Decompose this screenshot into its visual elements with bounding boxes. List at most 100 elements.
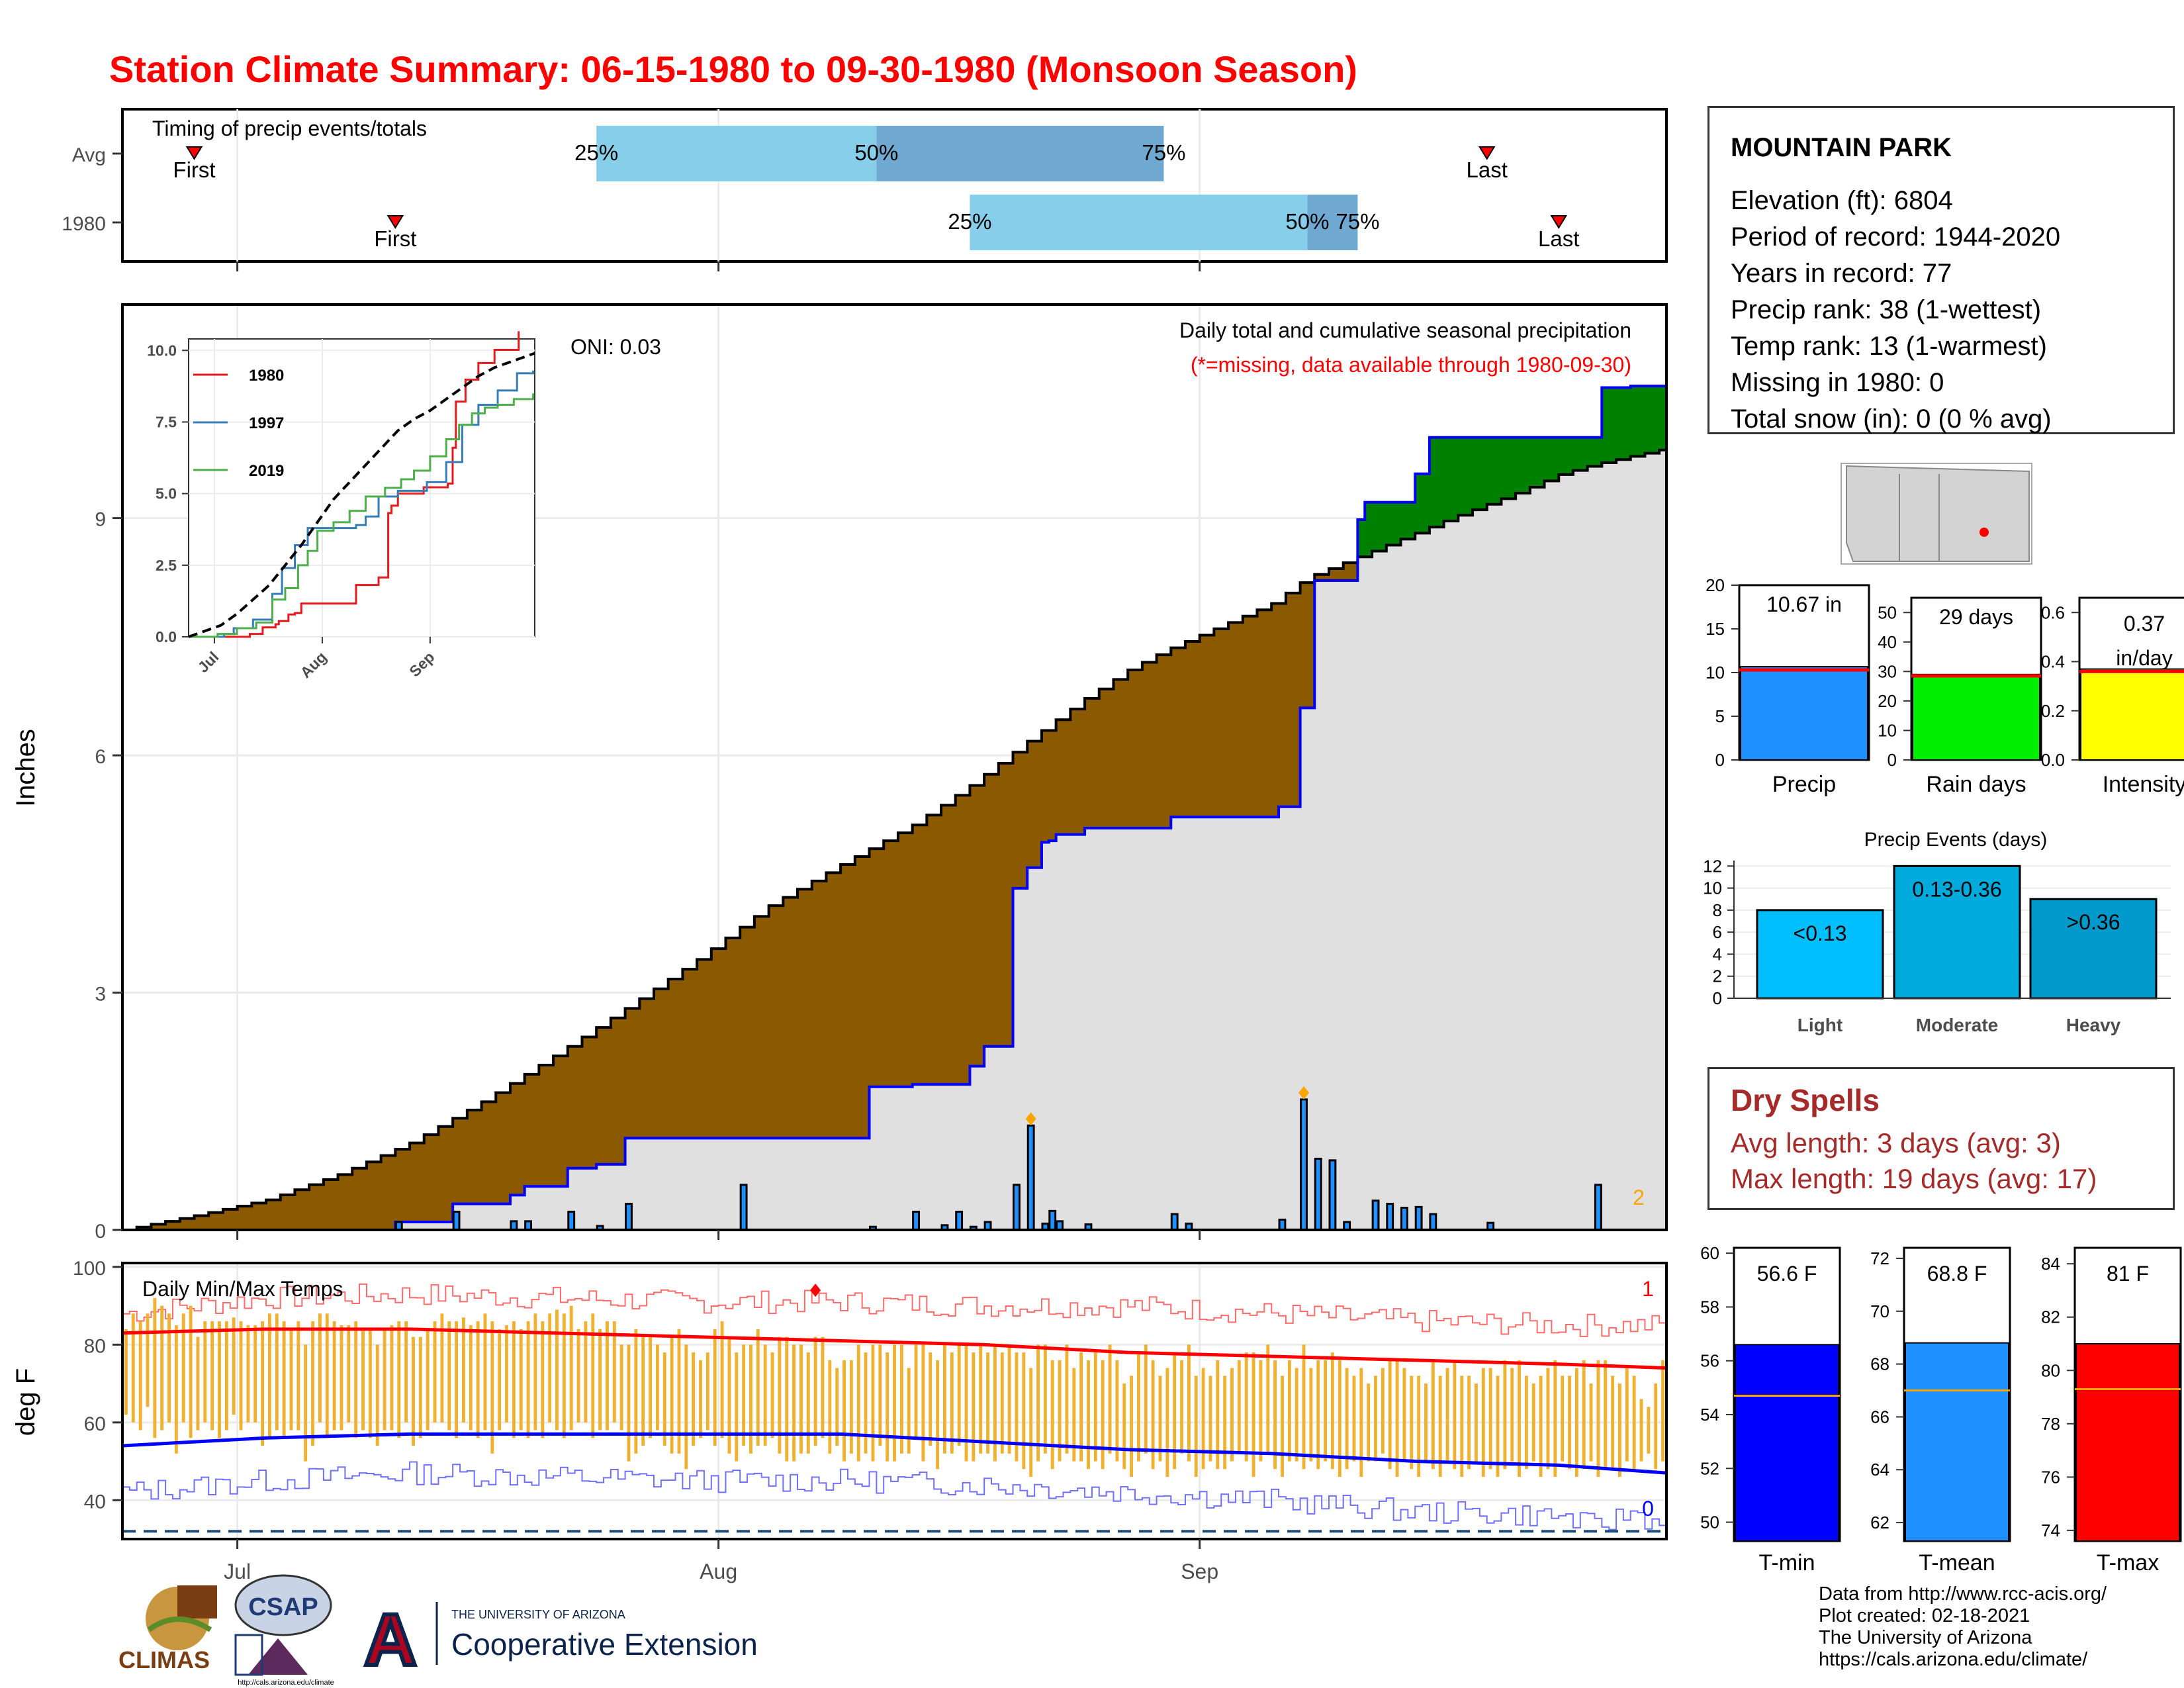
- daily-temp-range-bar: [713, 1329, 717, 1446]
- rain-days-y-tick-label: 0: [1888, 750, 1897, 770]
- daily-temp-range-bar: [692, 1352, 696, 1446]
- timing-label-25: 25%: [948, 209, 991, 234]
- daily-temp-range-bar: [1424, 1383, 1428, 1462]
- daily-precip-bar: [1328, 1159, 1337, 1231]
- daily-temp-range-bar: [584, 1321, 588, 1423]
- daily-temp-range-bar: [1330, 1352, 1334, 1470]
- daily-temp-range-bar: [153, 1297, 157, 1438]
- deficit-area: [617, 1017, 626, 1164]
- precip-total-bar: [1740, 666, 1868, 761]
- surplus-area: [1501, 437, 1509, 499]
- daily-temp-range-bar: [1223, 1376, 1227, 1470]
- daily-temp-range-bar: [1596, 1360, 1600, 1477]
- inset-legend-label: 1997: [249, 414, 284, 432]
- daily-temp-range-bar: [1309, 1368, 1313, 1462]
- daily-temp-range-bar: [799, 1344, 803, 1454]
- surplus-area: [1572, 437, 1581, 471]
- station-elevation: Elevation (ft): 6804: [1731, 186, 1953, 215]
- timing-marker-last: [1550, 215, 1568, 229]
- daily-temp-range-bar: [907, 1368, 911, 1454]
- deficit-area: [675, 978, 683, 1139]
- intensity-y-tick-label: 0.0: [2041, 750, 2065, 770]
- daily-temp-range-bar: [1395, 1360, 1399, 1477]
- daily-temp-range-bar: [246, 1325, 250, 1423]
- timing-bar-50-75: [1307, 195, 1358, 250]
- timing-bar-25-50: [970, 195, 1308, 250]
- deficit-area: [962, 795, 970, 1085]
- daily-temp-range-bar: [304, 1344, 308, 1462]
- deficit-area: [1135, 670, 1143, 829]
- daily-temp-range-bar: [1324, 1360, 1327, 1462]
- deficit-area: [273, 1199, 281, 1230]
- daily-temp-range-bar: [914, 1344, 918, 1438]
- deficit-area: [395, 1149, 403, 1223]
- daily-temp-range-bar: [412, 1336, 415, 1446]
- precip-total-y-tick-label: 20: [1706, 575, 1725, 595]
- events-y-tick-label: 12: [1703, 856, 1722, 876]
- daily-temp-range-bar: [261, 1321, 265, 1446]
- daily-temp-range-bar: [1194, 1376, 1198, 1477]
- temp-y-tick-label: 60: [84, 1413, 106, 1435]
- surplus-area: [1415, 473, 1423, 534]
- daily-precip-bar: [1170, 1213, 1179, 1231]
- tmax-y-tick-label: 78: [2041, 1414, 2060, 1434]
- daily-temp-range-bar: [232, 1317, 236, 1415]
- deficit-area: [1185, 641, 1193, 818]
- deficit-area: [1041, 730, 1050, 843]
- timing-label-50: 50%: [854, 140, 898, 165]
- tmax-y-tick-label: 74: [2041, 1521, 2060, 1540]
- ua-logo-letter: A: [364, 1599, 416, 1681]
- deficit-area: [467, 1109, 475, 1204]
- rain-days-bar: [1912, 673, 2040, 761]
- deficit-area: [251, 1203, 259, 1230]
- surplus-area: [1516, 437, 1524, 493]
- daily-temp-range-bar: [1431, 1360, 1435, 1470]
- daily-temp-range-bar: [476, 1321, 480, 1438]
- daily-temp-range-bar: [1402, 1368, 1406, 1462]
- timing-label-25: 25%: [574, 140, 618, 165]
- daily-temp-range-bar: [972, 1352, 976, 1462]
- deficit-area: [1214, 628, 1222, 818]
- daily-temp-range-bar: [1281, 1376, 1284, 1477]
- surplus-area: [1551, 437, 1559, 481]
- tmax-bar: [2075, 1342, 2180, 1542]
- deficit-area: [431, 1135, 439, 1223]
- deficit-area: [941, 805, 949, 1085]
- daily-temp-range-bar: [519, 1329, 523, 1430]
- station-period: Period of record: 1944-2020: [1731, 222, 2061, 252]
- deficit-area: [330, 1180, 339, 1230]
- deficit-area: [711, 949, 719, 1139]
- surplus-area: [1429, 437, 1437, 528]
- daily-temp-range-bar: [332, 1321, 336, 1430]
- surplus-area: [1645, 386, 1653, 453]
- surplus-area: [1652, 386, 1660, 453]
- station-missing: Missing in 1980: 0: [1731, 368, 1944, 397]
- surplus-area: [1473, 437, 1480, 510]
- daily-precip-bar: [1386, 1203, 1394, 1231]
- daily-temp-range-bar: [368, 1329, 372, 1438]
- daily-precip-bar: [1300, 1098, 1308, 1231]
- daily-precip-bar: [1026, 1124, 1035, 1231]
- daily-temp-range-bar: [1087, 1360, 1090, 1470]
- daily-temp-range-bar: [569, 1305, 573, 1430]
- daily-temp-range-bar: [275, 1313, 279, 1430]
- deficit-area: [647, 998, 655, 1139]
- events-y-tick-label: 6: [1713, 922, 1722, 942]
- deficit-area: [596, 1027, 604, 1164]
- daily-temp-range-bar: [138, 1321, 142, 1430]
- daily-precip-bar: [567, 1211, 576, 1231]
- daily-temp-range-bar: [224, 1321, 228, 1430]
- surplus-area: [1602, 387, 1610, 463]
- timing-row-label: 1980: [62, 213, 106, 235]
- deficit-area: [323, 1180, 332, 1230]
- deficit-area: [891, 841, 899, 1087]
- rain-days-value-label: 29 days: [1939, 605, 2013, 629]
- deficit-area: [826, 872, 834, 1139]
- deficit-area: [977, 785, 985, 1066]
- deficit-area: [165, 1221, 173, 1230]
- deficit-area: [653, 988, 662, 1139]
- deficit-area: [309, 1184, 317, 1230]
- daily-temp-range-bar: [662, 1352, 666, 1446]
- station-location-dot: [1979, 528, 1989, 537]
- deficit-area: [460, 1118, 468, 1204]
